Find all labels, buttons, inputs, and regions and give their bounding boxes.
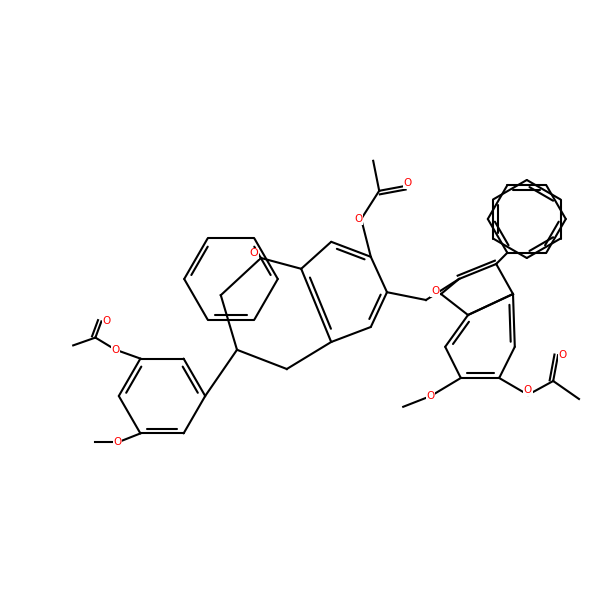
Text: O: O [559, 350, 567, 360]
Text: O: O [111, 344, 119, 355]
Text: O: O [404, 178, 412, 188]
Text: O: O [431, 286, 439, 296]
Text: O: O [113, 437, 122, 448]
Text: O: O [524, 385, 532, 395]
Text: O: O [250, 248, 258, 258]
Text: O: O [102, 316, 110, 326]
Text: O: O [427, 391, 435, 401]
Text: O: O [354, 214, 362, 224]
